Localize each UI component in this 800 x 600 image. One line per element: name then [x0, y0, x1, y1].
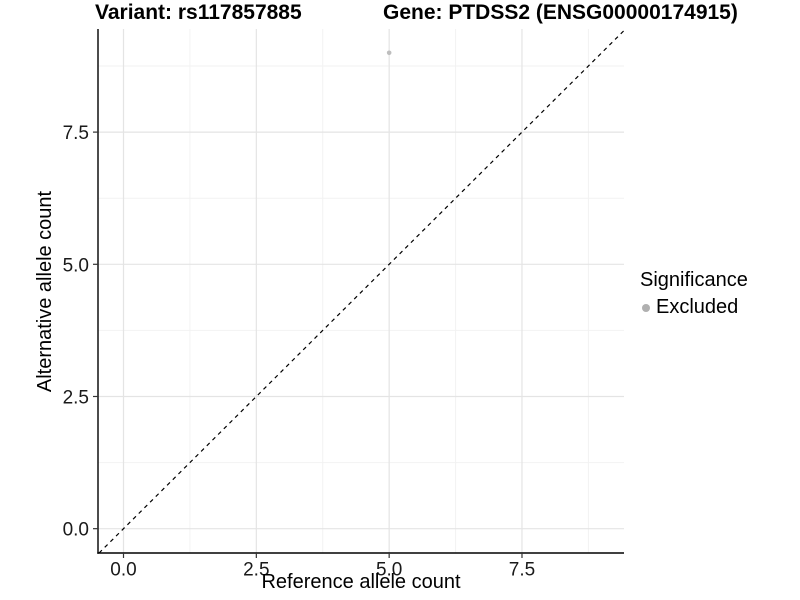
plot-title-variant: Variant: rs117857885: [95, 1, 302, 24]
legend-item-label: Excluded: [656, 296, 739, 318]
x-axis-title: Reference allele count: [261, 571, 461, 593]
x-tick-label: 0.0: [110, 560, 136, 581]
legend-item-excluded: Excluded: [640, 296, 748, 319]
x-tick-label: 5.0: [376, 560, 402, 581]
identity-reference-line: [98, 30, 625, 554]
legend-title: Significance: [640, 269, 748, 291]
data-point: [386, 50, 392, 56]
legend: Significance Excluded: [640, 269, 748, 319]
legend-key-dot: [642, 303, 650, 312]
y-tick-label: 2.5: [63, 387, 89, 408]
y-axis-title: Alternative allele count: [34, 190, 57, 392]
y-axis-title-wrap: Alternative allele count: [31, 29, 61, 553]
x-tick-label: 7.5: [509, 560, 535, 581]
plot-title-gene: Gene: PTDSS2 (ENSG00000174915): [383, 1, 738, 24]
y-tick-label: 0.0: [63, 520, 89, 541]
y-tick-label: 5.0: [63, 255, 89, 276]
y-tick-label: 7.5: [63, 123, 89, 144]
x-tick-label: 2.5: [243, 560, 269, 581]
